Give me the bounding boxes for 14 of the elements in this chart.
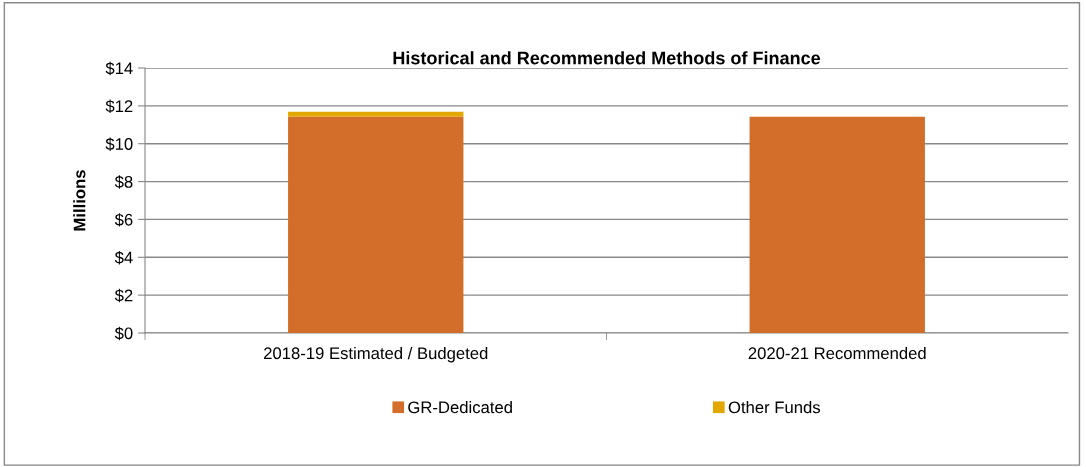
chart-title: Historical and Recommended Methods of Finance (393, 51, 821, 65)
y-tick-label: $14 (105, 61, 133, 76)
y-tick-label: $10 (105, 137, 133, 151)
y-tick-label: $4 (114, 250, 133, 265)
y-tick-label: $2 (114, 288, 133, 303)
y-tick-label: $8 (114, 175, 133, 189)
y-tick-label: $12 (105, 99, 133, 114)
legend-label: GR-Dedicated (408, 401, 512, 414)
x-tick-label: 2020-21 Recommended (748, 346, 926, 360)
y-axis-title: Millions (73, 170, 86, 231)
y-tick-label: $6 (114, 213, 133, 227)
y-tick-label: $0 (114, 326, 133, 341)
x-tick-label: 2018-19 Estimated / Budgeted (264, 346, 488, 363)
legend-label: Other Funds (728, 401, 821, 414)
